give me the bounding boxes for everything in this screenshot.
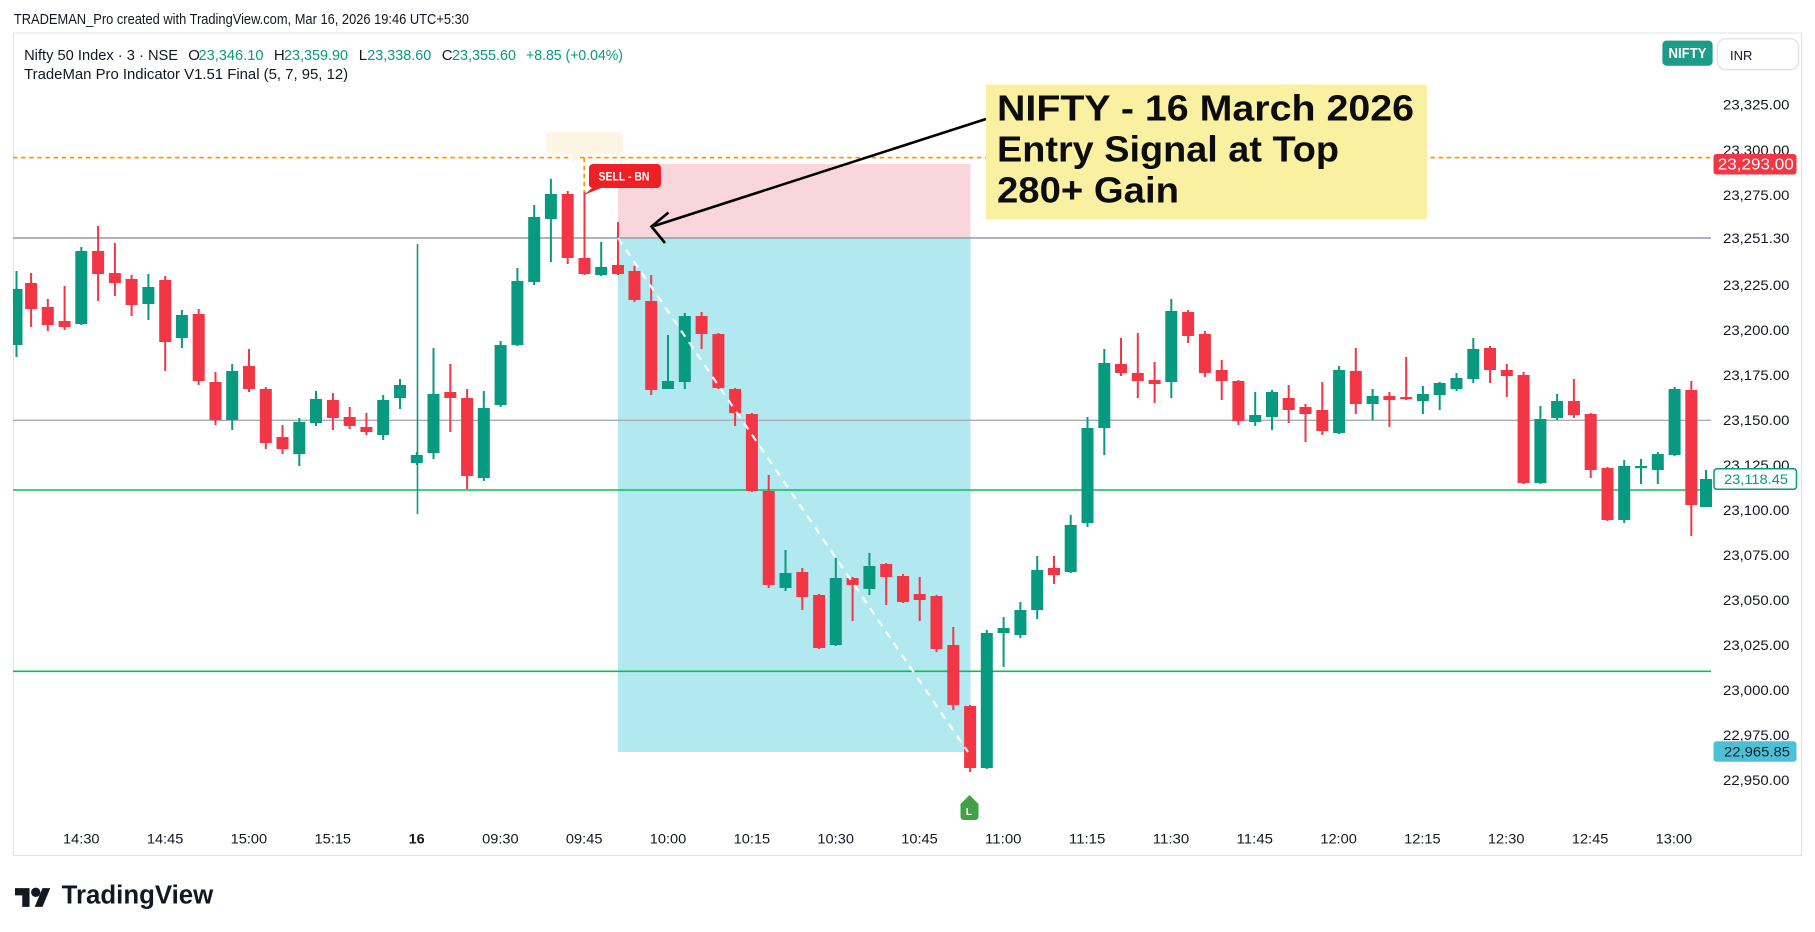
svg-text:Nifty 50 Index · 3 · NSE: Nifty 50 Index · 3 · NSE — [24, 47, 178, 64]
svg-text:O: O — [188, 47, 200, 64]
svg-text:12:45: 12:45 — [1572, 831, 1609, 847]
svg-text:23,200.00: 23,200.00 — [1723, 323, 1790, 338]
svg-text:10:15: 10:15 — [734, 831, 771, 847]
svg-text:23,050.00: 23,050.00 — [1723, 593, 1790, 608]
svg-text:10:00: 10:00 — [650, 831, 687, 847]
svg-text:11:30: 11:30 — [1153, 831, 1190, 847]
svg-text:23,275.00: 23,275.00 — [1723, 188, 1790, 203]
svg-text:12:00: 12:00 — [1320, 831, 1357, 847]
svg-text:TradingView: TradingView — [62, 882, 214, 910]
svg-text:H: H — [274, 47, 285, 64]
svg-text:TradeMan Pro Indicator V1.51 F: TradeMan Pro Indicator V1.51 Final (5, 7… — [24, 66, 348, 83]
svg-text:23,225.00: 23,225.00 — [1723, 278, 1790, 293]
svg-text:09:45: 09:45 — [566, 831, 603, 847]
svg-text:10:45: 10:45 — [901, 831, 938, 847]
svg-text:Entry Signal at Top: Entry Signal at Top — [997, 129, 1339, 170]
svg-text:22,965.85: 22,965.85 — [1724, 744, 1790, 760]
svg-text:22,950.00: 22,950.00 — [1723, 773, 1790, 788]
svg-text:23,025.00: 23,025.00 — [1723, 638, 1790, 653]
svg-text:SELL - BN: SELL - BN — [599, 172, 650, 184]
svg-text:10:30: 10:30 — [817, 831, 854, 847]
svg-text:11:15: 11:15 — [1069, 831, 1106, 847]
svg-text:14:30: 14:30 — [63, 831, 100, 847]
svg-text:280+ Gain: 280+ Gain — [997, 170, 1179, 211]
svg-text:23,175.00: 23,175.00 — [1723, 368, 1790, 383]
svg-text:23,355.60: 23,355.60 — [452, 47, 516, 64]
svg-text:23,000.00: 23,000.00 — [1723, 683, 1790, 698]
svg-text:23,359.90: 23,359.90 — [284, 47, 348, 64]
svg-text:22,975.00: 22,975.00 — [1723, 728, 1790, 743]
svg-text:15:15: 15:15 — [315, 831, 352, 847]
svg-text:23,338.60: 23,338.60 — [367, 47, 431, 64]
svg-text:L: L — [966, 806, 973, 818]
svg-text:C: C — [442, 47, 453, 64]
svg-text:23,100.00: 23,100.00 — [1723, 503, 1790, 518]
svg-text:23,118.45: 23,118.45 — [1724, 471, 1788, 487]
svg-text:12:15: 12:15 — [1404, 831, 1441, 847]
svg-text:15:00: 15:00 — [231, 831, 268, 847]
svg-text:23,075.00: 23,075.00 — [1723, 548, 1790, 563]
svg-text:14:45: 14:45 — [147, 831, 184, 847]
svg-text:23,346.10: 23,346.10 — [199, 47, 264, 64]
svg-text:13:00: 13:00 — [1656, 831, 1693, 847]
svg-text:11:45: 11:45 — [1237, 831, 1274, 847]
svg-text:11:00: 11:00 — [985, 831, 1022, 847]
svg-text:L: L — [359, 47, 367, 64]
svg-text:NIFTY - 16 March 2026: NIFTY - 16 March 2026 — [997, 88, 1414, 129]
svg-text:23,293.00: 23,293.00 — [1718, 156, 1794, 173]
svg-text:+8.85 (+0.04%): +8.85 (+0.04%) — [526, 47, 623, 64]
svg-text:NIFTY: NIFTY — [1669, 46, 1707, 62]
svg-text:12:30: 12:30 — [1488, 831, 1525, 847]
svg-text:16: 16 — [409, 831, 425, 847]
svg-text:23,325.00: 23,325.00 — [1723, 97, 1790, 112]
svg-text:INR: INR — [1730, 48, 1752, 63]
svg-text:09:30: 09:30 — [482, 831, 519, 847]
svg-text:TRADEMAN_Pro created with Trad: TRADEMAN_Pro created with TradingView.co… — [14, 11, 469, 28]
svg-text:23,251.30: 23,251.30 — [1723, 231, 1790, 246]
svg-text:23,150.00: 23,150.00 — [1723, 413, 1790, 428]
